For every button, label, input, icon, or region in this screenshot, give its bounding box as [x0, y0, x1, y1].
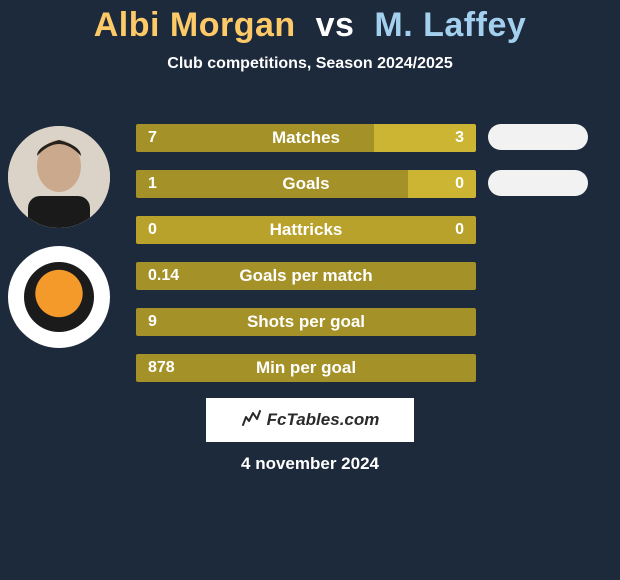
date-line: 4 november 2024	[0, 454, 620, 474]
stat-label: Matches	[136, 124, 476, 152]
branding-box[interactable]: FcTables.com	[206, 398, 414, 442]
subtitle: Club competitions, Season 2024/2025	[0, 55, 620, 73]
summary-pill	[488, 124, 588, 150]
stat-value-left: 0.14	[148, 262, 179, 290]
player-silhouette-icon	[8, 126, 110, 228]
stat-row: Matches7 3	[136, 124, 476, 152]
fctables-icon	[241, 409, 261, 432]
player1-name: Albi Morgan	[94, 6, 296, 44]
comparison-title: Albi Morgan vs M. Laffey	[0, 6, 620, 45]
stat-value-left: 1	[148, 170, 157, 198]
stats-rows: Matches73Goals10Hattricks00Goals per mat…	[136, 124, 476, 400]
stat-row: Goals1 0	[136, 170, 476, 198]
stat-label: Hattricks	[136, 216, 476, 244]
stat-value-left: 7	[148, 124, 157, 152]
stat-value-left: 9	[148, 308, 157, 336]
stat-label: Min per goal	[136, 354, 476, 382]
player2-name: M. Laffey	[374, 6, 526, 44]
stat-value-right: 0	[455, 216, 464, 244]
pills-column	[488, 124, 600, 196]
stat-label: Shots per goal	[136, 308, 476, 336]
avatar-column	[8, 126, 110, 366]
stat-row: Shots per goal9	[136, 308, 476, 336]
stat-label: Goals	[136, 170, 476, 198]
branding-label: FcTables.com	[267, 410, 380, 430]
stat-value-right: 0	[455, 170, 464, 198]
summary-pill	[488, 170, 588, 196]
stat-value-left: 878	[148, 354, 175, 382]
club-badge-inner	[24, 262, 94, 332]
stat-row: Hattricks0 0	[136, 216, 476, 244]
stat-value-right: 3	[455, 124, 464, 152]
player1-avatar	[8, 126, 110, 228]
vs-text: vs	[316, 6, 355, 44]
stat-row: Goals per match0.14	[136, 262, 476, 290]
stat-row: Min per goal878	[136, 354, 476, 382]
club-badge	[8, 246, 110, 348]
stat-label: Goals per match	[136, 262, 476, 290]
stat-value-left: 0	[148, 216, 157, 244]
